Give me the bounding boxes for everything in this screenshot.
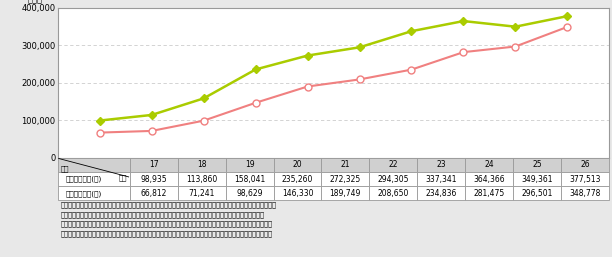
Text: （件）: （件） <box>28 0 43 5</box>
Text: 注１：年間受理件数とは、９年３月までは金融庁が、９年４月からは国家公安委員会・警察庁が届出を受理した件数であ
　　り、９年の届出受理件数は、金融庁の届出受理件数: 注１：年間受理件数とは、９年３月までは金融庁が、９年４月からは国家公安委員会・警… <box>61 201 277 237</box>
Text: 区分: 区分 <box>61 165 69 172</box>
Text: 年次: 年次 <box>119 174 127 180</box>
